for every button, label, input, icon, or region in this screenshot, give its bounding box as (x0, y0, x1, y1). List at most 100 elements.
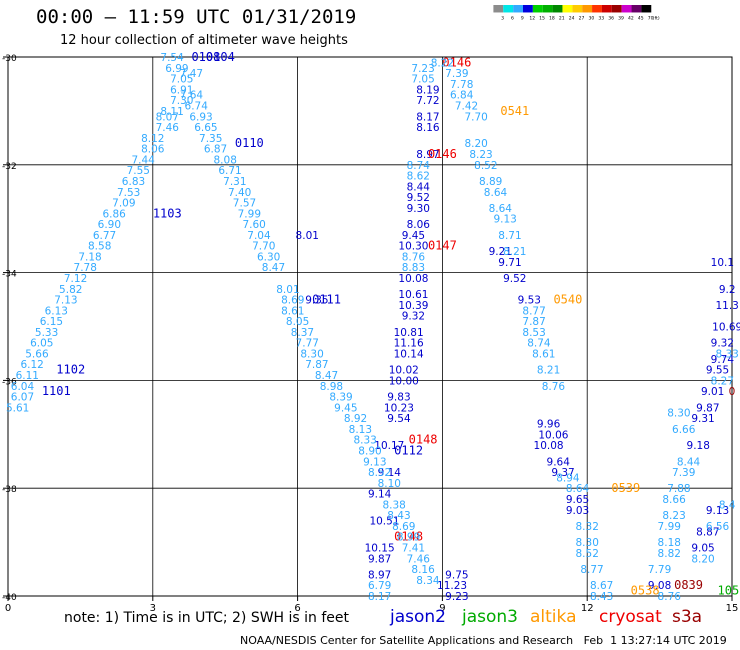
colorbar-label: 42 (628, 15, 634, 21)
wave-height-label: 9.13 (493, 214, 516, 226)
wave-height-label: 9.21 (489, 246, 512, 258)
satellite-label-jason3: jason3 (462, 607, 518, 627)
pass-time-label: 1102 (56, 363, 85, 377)
wave-height-label: 9.30 (407, 203, 430, 215)
wave-height-label: 8.17 (368, 591, 391, 603)
wave-height-label: 8.98 (320, 381, 343, 393)
satellite-label-cryosat: cryosat (599, 607, 662, 627)
wave-height-label: 6.99 (165, 63, 188, 75)
wave-height-label: 8.06 (407, 219, 431, 231)
wave-height-label: 10.14 (394, 348, 424, 360)
wave-height-label: 9.13 (706, 505, 729, 517)
colorbar-swatch (503, 5, 514, 13)
wave-height-label: 8.21 (503, 246, 526, 258)
wave-height-label: 8.39 (329, 392, 352, 404)
wave-height-label: 9.01 (701, 386, 724, 398)
wave-height-label: 6.11 (16, 370, 39, 382)
x-tick-label: 3 (150, 603, 156, 614)
x-tick-label: 9 (439, 603, 445, 614)
wave-height-label: 8.47 (315, 370, 338, 382)
pass-time-label: 0146 (442, 55, 471, 69)
wave-height-label: 6.05 (30, 338, 53, 350)
wave-height-label: 7.46 (156, 122, 180, 134)
wave-height-label: 9.23 (445, 591, 468, 603)
wave-height-label: 10.08 (534, 440, 564, 452)
colorbar-label: 70 (648, 15, 654, 21)
wave-height-label: 9.83 (387, 392, 410, 404)
wave-height-label: 8.66 (662, 494, 686, 506)
wave-height-label: 8.19 (416, 84, 439, 96)
wave-height-label: 6.84 (450, 90, 474, 102)
wave-height-label: 9.32 (711, 338, 734, 350)
wave-height-label: 8.77 (580, 564, 603, 576)
wave-height-label: 7.09 (112, 198, 135, 210)
wave-height-label: 8.77 (522, 305, 545, 317)
wave-height-label: 6.56 (706, 521, 730, 533)
pass-time-label: 0539 (611, 481, 640, 495)
wave-height-label: 8.07 (156, 111, 179, 123)
wave-height-label: 9.64 (547, 456, 571, 468)
wave-height-label: 9.31 (691, 413, 714, 425)
y-tick-label: -38 (2, 485, 17, 495)
wave-height-label: 6.93 (189, 111, 212, 123)
wave-height-label: 9.96 (537, 419, 561, 431)
wave-height-label: 8.30 (300, 348, 323, 360)
wave-height-label: 8.17 (416, 111, 439, 123)
wave-height-label: 8.61 (532, 348, 555, 360)
wave-height-label: 8.44 (407, 181, 431, 193)
wave-height-label: 7.39 (672, 467, 695, 479)
wave-height-label: 8.4 (719, 499, 736, 511)
wave-height-label: 11.16 (394, 338, 424, 350)
y-tick-label: -32 (2, 162, 17, 172)
wave-height-label: 7.87 (305, 359, 328, 371)
wave-height-label: 7.04 (247, 230, 271, 242)
wave-height-label: 8.38 (382, 499, 405, 511)
wave-height-label: 8.34 (416, 575, 440, 587)
wave-height-label: 10.17 (374, 440, 404, 452)
wave-height-label: 10.61 (398, 289, 428, 301)
wave-height-label: 6.07 (11, 392, 34, 404)
wave-height-label: 8.53 (522, 327, 545, 339)
wave-height-label: 9.03 (566, 505, 589, 517)
wave-height-label: 8.97 (368, 569, 391, 581)
wave-height-label: 6.04 (11, 381, 35, 393)
wave-height-label: 7.64 (180, 90, 204, 102)
colorbar-swatch (523, 5, 533, 13)
wave-height-label: 6.86 (102, 208, 126, 220)
pass-time-label: 0148 (409, 433, 438, 447)
y-tick-label: -34 (2, 270, 17, 280)
wave-height-label: 10.02 (389, 365, 419, 377)
wave-height-label: 8.82 (658, 548, 681, 560)
colorbar-swatch (542, 5, 553, 13)
wave-height-label: 8.90 (358, 445, 381, 457)
wave-height-label: 10.08 (398, 273, 428, 285)
colorbar-label: 18 (549, 15, 555, 21)
colorbar-swatch (582, 5, 593, 13)
wave-height-label: 7.57 (233, 198, 256, 210)
wave-height-label: 8.30 (576, 537, 599, 549)
wave-height-label: 8.64 (484, 187, 508, 199)
wave-height-label: 7.35 (199, 133, 222, 145)
pass-time-label: 0540 (553, 293, 582, 307)
wave-height-label: 8.43 (387, 510, 410, 522)
wave-height-label: 5.33 (35, 327, 58, 339)
wave-height-label: 8.52 (576, 548, 599, 560)
wave-height-label: 10.39 (398, 300, 428, 312)
wave-height-label: 8.58 (88, 241, 111, 253)
wave-height-label: 7.99 (238, 208, 261, 220)
wave-height-label: 7.12 (64, 273, 87, 285)
pass-time-label: 0147 (428, 239, 457, 253)
wave-height-label: 6.12 (20, 359, 43, 371)
colorbar-label: 36 (608, 15, 614, 21)
wave-height-label: 8.52 (368, 467, 391, 479)
wave-height-label: 9.65 (566, 494, 589, 506)
pass-time-label: 1103 (153, 206, 182, 220)
wave-height-label: 8.08 (214, 154, 237, 166)
wave-height-label: 8.87 (696, 526, 719, 538)
wave-height-label: 7.47 (180, 68, 203, 80)
colorbar-label: 6 (511, 15, 514, 21)
wave-height-label: 6.77 (93, 230, 116, 242)
wave-height-label: 10.06 (538, 429, 568, 441)
wave-height-label: 6.71 (218, 165, 241, 177)
pass-time-label: 0111 (312, 293, 341, 307)
